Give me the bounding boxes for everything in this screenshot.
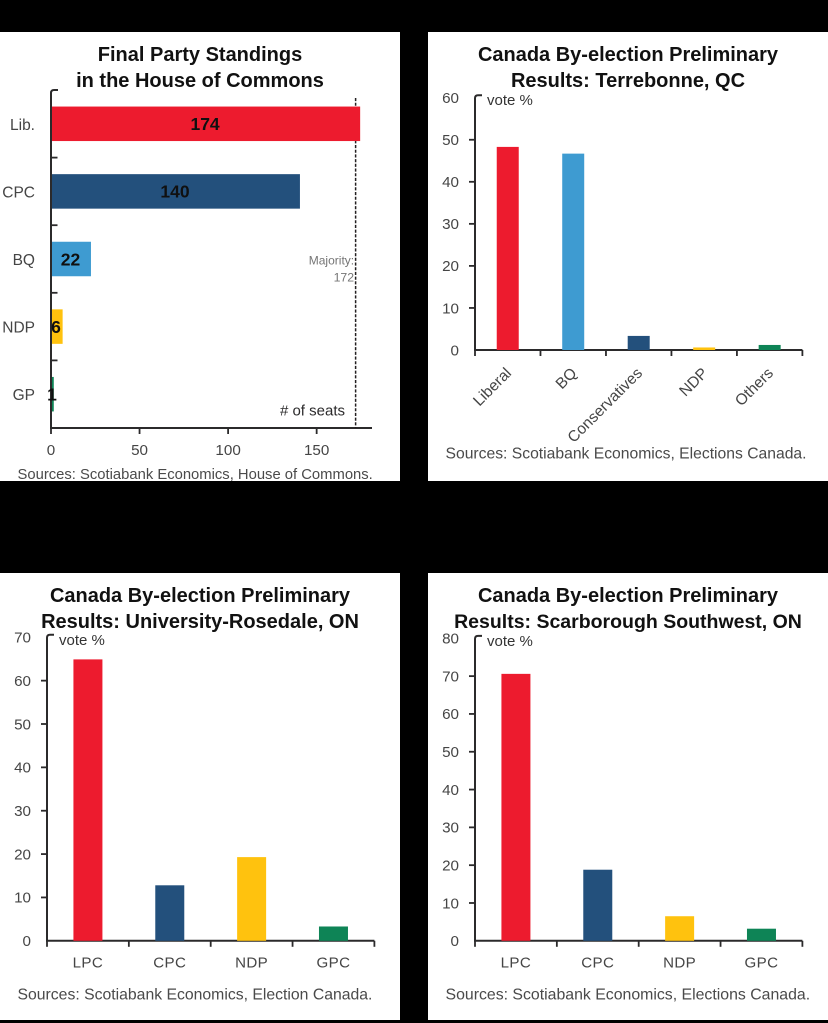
svg-text:50: 50 xyxy=(442,744,459,761)
svg-text:140: 140 xyxy=(160,182,189,202)
svg-text:NDP: NDP xyxy=(235,954,268,971)
svg-text:Results: University-Rosedale,: Results: University-Rosedale, ON xyxy=(41,611,359,633)
svg-text:Results: Terrebonne, QC: Results: Terrebonne, QC xyxy=(511,70,745,92)
svg-text:0: 0 xyxy=(47,442,55,459)
svg-text:NDP: NDP xyxy=(676,365,711,400)
svg-text:10: 10 xyxy=(14,890,31,907)
svg-text:40: 40 xyxy=(14,760,31,777)
svg-text:Canada By-election Preliminary: Canada By-election Preliminary xyxy=(478,44,779,66)
svg-text:NDP: NDP xyxy=(2,320,35,337)
svg-text:60: 60 xyxy=(442,706,459,723)
svg-text:70: 70 xyxy=(14,630,31,647)
svg-text:6: 6 xyxy=(51,317,61,337)
svg-text:10: 10 xyxy=(442,895,459,912)
svg-text:150: 150 xyxy=(304,442,329,459)
svg-text:CPC: CPC xyxy=(2,184,35,201)
svg-text:BQ: BQ xyxy=(13,252,35,269)
svg-text:GPC: GPC xyxy=(745,954,779,971)
svg-text:30: 30 xyxy=(442,820,459,837)
svg-text:Sources: Scotiabank Economics,: Sources: Scotiabank Economics, Elections… xyxy=(446,987,811,1004)
svg-text:0: 0 xyxy=(451,933,459,950)
svg-text:70: 70 xyxy=(442,668,459,685)
svg-text:Majority:: Majority: xyxy=(309,254,354,268)
svg-text:in the House of Commons: in the House of Commons xyxy=(76,70,324,92)
svg-text:100: 100 xyxy=(215,442,240,459)
svg-text:GP: GP xyxy=(13,387,35,404)
svg-text:20: 20 xyxy=(14,846,31,863)
svg-text:Sources: Scotiabank Economics,: Sources: Scotiabank Economics, Elections… xyxy=(446,446,807,463)
svg-text:60: 60 xyxy=(442,90,459,107)
svg-text:Canada By-election Preliminary: Canada By-election Preliminary xyxy=(478,585,779,607)
svg-text:30: 30 xyxy=(442,216,459,233)
svg-text:22: 22 xyxy=(61,249,81,269)
svg-text:LPC: LPC xyxy=(73,954,104,971)
svg-text:0: 0 xyxy=(451,342,459,359)
svg-text:174: 174 xyxy=(190,114,219,134)
svg-text:GPC: GPC xyxy=(317,954,351,971)
svg-text:Canada By-election Preliminary: Canada By-election Preliminary xyxy=(50,585,351,607)
svg-text:40: 40 xyxy=(442,782,459,799)
svg-text:vote %: vote % xyxy=(487,633,533,650)
svg-text:LPC: LPC xyxy=(501,954,532,971)
svg-text:vote %: vote % xyxy=(59,632,105,649)
svg-text:50: 50 xyxy=(14,716,31,733)
svg-text:vote %: vote % xyxy=(487,92,533,109)
svg-text:10: 10 xyxy=(442,300,459,317)
svg-text:CPC: CPC xyxy=(153,954,186,971)
svg-text:# of seats: # of seats xyxy=(280,403,345,420)
svg-text:1: 1 xyxy=(47,385,57,405)
svg-text:Results: Scarborough Southwest: Results: Scarborough Southwest, ON xyxy=(454,611,802,633)
svg-text:80: 80 xyxy=(442,631,459,648)
svg-text:0: 0 xyxy=(23,933,31,950)
svg-text:Lib.: Lib. xyxy=(10,117,35,134)
svg-text:Sources: Scotiabank Economics,: Sources: Scotiabank Economics, Election … xyxy=(18,987,373,1004)
svg-text:30: 30 xyxy=(14,803,31,820)
svg-text:Final Party Standings: Final Party Standings xyxy=(98,44,302,66)
svg-text:50: 50 xyxy=(131,442,148,459)
svg-text:50: 50 xyxy=(442,132,459,149)
svg-text:CPC: CPC xyxy=(581,954,614,971)
svg-text:BQ: BQ xyxy=(553,365,581,393)
svg-text:Sources: Scotiabank Economics,: Sources: Scotiabank Economics, House of … xyxy=(18,467,373,481)
svg-text:20: 20 xyxy=(442,258,459,275)
svg-text:NDP: NDP xyxy=(663,954,696,971)
svg-text:60: 60 xyxy=(14,673,31,690)
svg-text:20: 20 xyxy=(442,857,459,874)
svg-text:Others: Others xyxy=(732,365,777,410)
svg-text:40: 40 xyxy=(442,174,459,191)
svg-text:Liberal: Liberal xyxy=(470,365,515,410)
svg-text:172: 172 xyxy=(334,271,355,285)
